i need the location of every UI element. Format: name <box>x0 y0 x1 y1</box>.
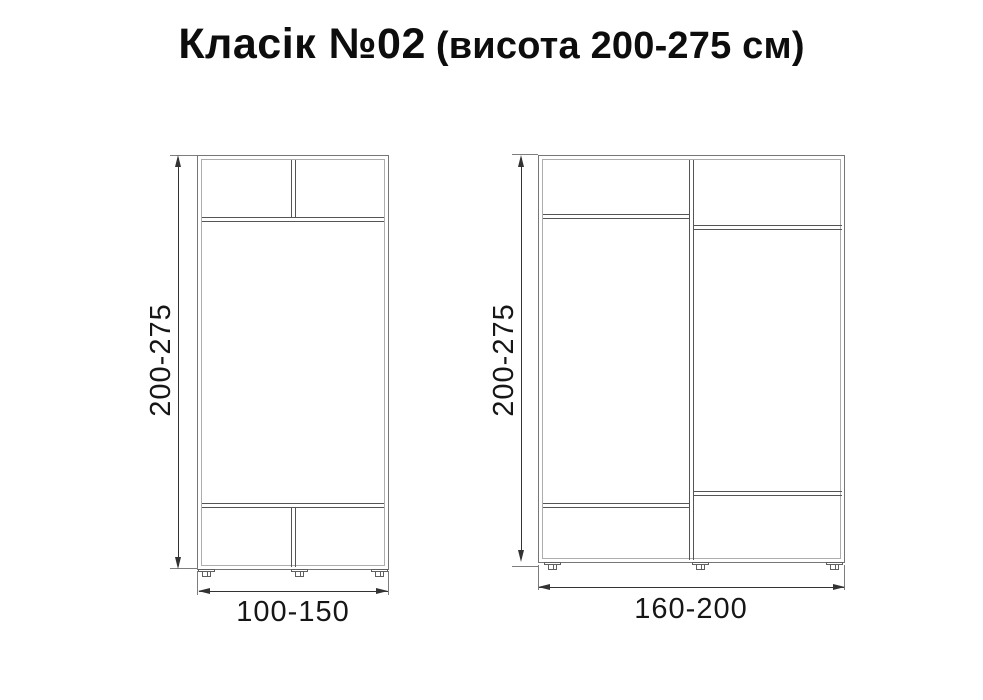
foot-pad-line <box>834 565 836 569</box>
cabinet-foot <box>692 562 709 570</box>
foot-pad <box>548 565 557 570</box>
foot-plate <box>826 562 843 565</box>
height-dimension-line <box>178 158 179 566</box>
height-dimension-line <box>521 158 522 558</box>
dimension-arrow-right <box>376 588 388 594</box>
large-wardrobe-right-bottom-shelf <box>694 491 842 496</box>
foot-pad <box>696 565 705 570</box>
foot-plate <box>291 569 308 572</box>
large-wardrobe-height-label: 200-275 <box>488 303 520 417</box>
foot-pad-line <box>299 572 301 576</box>
foot-pad <box>830 565 839 570</box>
small-wardrobe-height-label: 200-275 <box>145 303 177 417</box>
extension-line-bottom <box>170 568 198 569</box>
foot-pad-line <box>552 565 554 569</box>
extension-line-right <box>844 565 845 590</box>
large-wardrobe-middle-divider <box>689 160 694 560</box>
foot-pad-line <box>206 572 208 576</box>
small-wardrobe-drawing <box>197 155 389 570</box>
extension-line-top <box>512 154 538 155</box>
large-wardrobe-left-top-shelf <box>543 214 689 219</box>
large-wardrobe-right-top-shelf <box>694 225 842 230</box>
foot-plate <box>692 562 709 565</box>
foot-plate <box>371 569 388 572</box>
cabinet-foot <box>826 562 843 570</box>
foot-pad <box>375 572 384 577</box>
small-wardrobe-top-divider <box>291 160 296 217</box>
extension-line-top <box>170 155 197 156</box>
extension-line-right <box>388 571 389 595</box>
foot-pad-line <box>379 572 381 576</box>
cabinet-foot <box>371 569 388 577</box>
width-dimension-line <box>199 591 388 592</box>
small-wardrobe-top-shelf <box>202 217 384 222</box>
foot-plate <box>544 562 561 565</box>
cabinet-foot <box>198 569 215 577</box>
cabinet-foot <box>544 562 561 570</box>
page-title: Класік №02 (висота 200-275 см) <box>0 20 983 69</box>
dimension-arrow-right <box>833 584 845 590</box>
extension-line-left <box>197 571 198 595</box>
small-wardrobe-bottom-divider <box>291 508 296 567</box>
dimension-arrow-down <box>175 557 181 569</box>
foot-plate <box>198 569 215 572</box>
foot-pad <box>295 572 304 577</box>
title-product-name: Класік №02 <box>178 20 426 68</box>
small-wardrobe-inner-outline <box>201 159 385 566</box>
foot-pad-line <box>700 565 702 569</box>
title-height-note: (висота 200-275 см) <box>435 25 805 67</box>
foot-pad <box>202 572 211 577</box>
width-dimension-line <box>539 587 844 588</box>
cabinet-foot <box>291 569 308 577</box>
dimension-arrow-down <box>518 550 524 562</box>
small-wardrobe-width-label: 100-150 <box>236 596 350 628</box>
large-wardrobe-inner-outline <box>542 159 841 559</box>
large-wardrobe-drawing <box>538 155 845 563</box>
extension-line-bottom <box>512 566 539 567</box>
large-wardrobe-left-bottom-shelf <box>543 503 689 508</box>
large-wardrobe-width-label: 160-200 <box>634 593 748 625</box>
extension-line-left <box>538 565 539 590</box>
small-wardrobe-bottom-shelf <box>202 503 384 508</box>
